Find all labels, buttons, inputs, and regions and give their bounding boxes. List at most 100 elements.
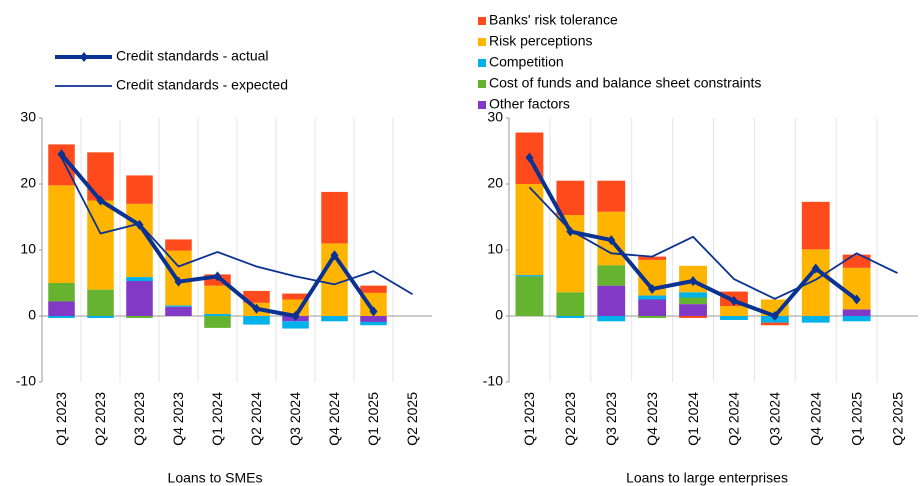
line-marker [811,263,820,274]
x-tick-label: Q1 2025 [365,392,381,446]
line-marker [566,226,575,237]
line-marker [525,152,534,163]
bar-segment [321,316,348,322]
bar-segment [597,180,626,212]
y-tick-label: 0 [495,307,503,323]
bar-segment [597,285,626,316]
legend-swatch [478,80,486,88]
bar-segment [801,201,830,250]
legend-label: Other factors [489,96,570,112]
x-tick-label: Q3 2023 [603,392,619,446]
bar-segment [321,191,348,244]
y-tick-label: 10 [20,241,36,257]
legend-label: Risk perceptions [489,33,593,49]
y-tick-label: 0 [28,307,36,323]
bar-segment [556,180,585,216]
bar-segment [282,293,309,300]
y-tick-label: 30 [20,109,36,125]
x-tick-label: Q1 2024 [685,392,701,446]
bar-segment [720,306,748,316]
bar-segment [126,281,153,316]
bar-segment [638,299,667,316]
x-tick-label: Q3 2024 [767,392,783,446]
line-marker [213,271,222,282]
x-tick-label: Q4 2024 [326,392,342,446]
legend-swatch [478,59,486,67]
bar-segment [638,256,667,260]
bar-segment [360,316,387,322]
bar-segment [243,316,270,325]
y-tick-label: -10 [16,373,36,389]
bar-segment [126,277,153,282]
bar-segment [679,316,707,318]
bar-segment [165,306,192,316]
line-marker [689,276,698,287]
line-marker [648,283,657,294]
bar-segment [87,316,114,318]
y-tick-label: 30 [487,109,503,125]
bar-segment [720,316,748,320]
bar-segment [842,309,871,316]
y-tick-label: -10 [483,373,503,389]
x-tick-label: Q1 2023 [53,392,69,446]
x-tick-label: Q4 2023 [170,392,186,446]
bar-segment [204,316,231,328]
line-marker [135,219,144,230]
x-tick-label: Q2 2024 [248,392,264,446]
bar-segment [165,305,192,307]
x-tick-label: Q2 2024 [726,392,742,446]
x-tick-label: Q2 2023 [562,392,578,446]
line-marker [174,276,183,287]
x-axis-title: Loans to large enterprises [626,470,788,486]
legend-swatch [478,38,486,46]
y-tick-label: 10 [487,241,503,257]
y-tick-label: 20 [487,175,503,191]
x-tick-label: Q1 2023 [521,392,537,446]
bar-segment [556,292,585,316]
y-tick-label: 20 [20,175,36,191]
line-marker [852,294,861,305]
bar-segment [842,254,871,268]
bar-segment [126,175,153,204]
bar-segment [679,304,707,316]
bar-segment [638,316,667,318]
line-marker [330,250,339,261]
line-marker [729,295,738,306]
x-tick-label: Q3 2024 [287,392,303,446]
line-marker [252,303,261,314]
x-tick-label: Q1 2024 [209,392,225,446]
line-marker [57,149,66,160]
x-tick-label: Q4 2024 [807,392,823,446]
bar-segment [760,322,789,326]
bar-segment [360,321,387,326]
bar-segment [801,316,830,323]
bar-segment [515,184,544,276]
bar-segment [597,316,626,322]
legend-swatch [478,17,486,25]
legend-label: Banks' risk tolerance [489,12,618,28]
bar-segment [48,301,75,316]
x-tick-label: Q1 2025 [848,392,864,446]
bar-segment [679,292,707,298]
bar-segment [360,285,387,293]
x-tick-label: Q2 2025 [404,392,420,446]
bar-segment [48,185,75,283]
bar-segment [204,314,231,316]
x-tick-label: Q2 2025 [889,392,905,446]
line-marker [291,311,300,321]
legend-swatch [478,101,486,109]
bar-segment [282,321,309,329]
legend-label: Cost of funds and balance sheet constrai… [489,75,761,91]
bar-segment [204,285,231,315]
bar-segment [515,275,544,277]
bar-segment [638,295,667,300]
legend-label: Credit standards - expected [116,77,288,93]
line-series [60,157,413,295]
x-tick-label: Q4 2023 [644,392,660,446]
x-axis-title: Loans to SMEs [168,470,263,486]
bar-segment [597,265,626,286]
line-marker [96,195,105,206]
bar-segment [801,249,830,316]
line-marker [607,235,616,246]
